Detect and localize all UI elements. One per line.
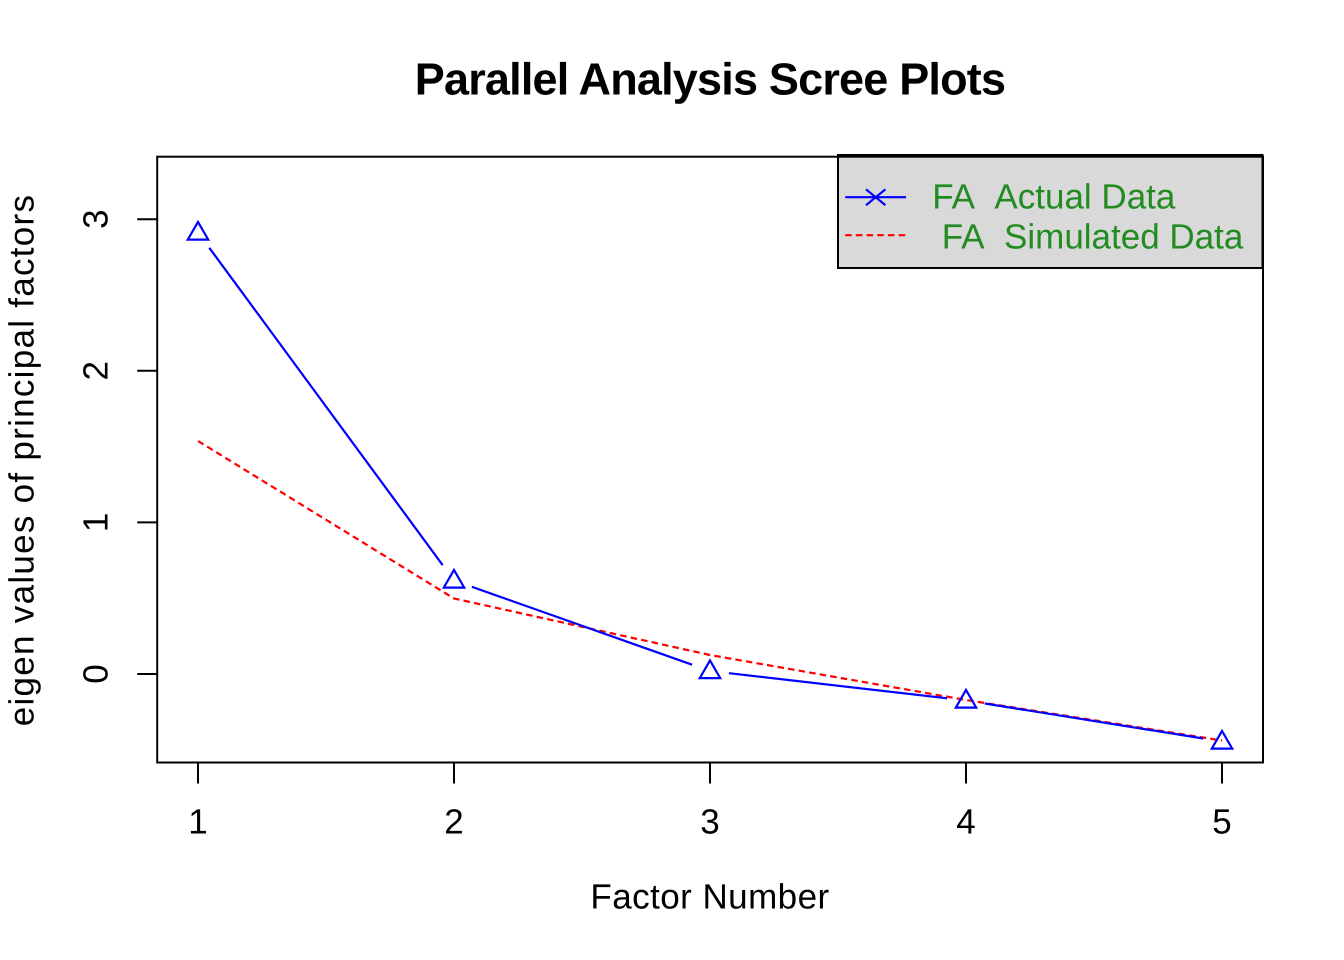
- svg-text:2: 2: [444, 803, 463, 842]
- svg-text:3: 3: [77, 209, 116, 228]
- svg-text:2: 2: [77, 361, 116, 380]
- svg-text:4: 4: [956, 803, 975, 842]
- svg-text:1: 1: [188, 803, 207, 842]
- svg-text:Factor Number: Factor Number: [590, 878, 829, 917]
- svg-text:Parallel Analysis Scree Plots: Parallel Analysis Scree Plots: [415, 54, 1005, 105]
- svg-text:1: 1: [77, 513, 116, 532]
- svg-text:eigen values of principal fact: eigen values of principal factors: [3, 194, 42, 727]
- svg-text:FA Actual Data: FA Actual Data: [932, 178, 1176, 217]
- svg-text:5: 5: [1212, 803, 1231, 842]
- svg-text:0: 0: [77, 664, 116, 683]
- svg-text:FA Simulated Data: FA Simulated Data: [942, 218, 1244, 257]
- svg-text:3: 3: [700, 803, 719, 842]
